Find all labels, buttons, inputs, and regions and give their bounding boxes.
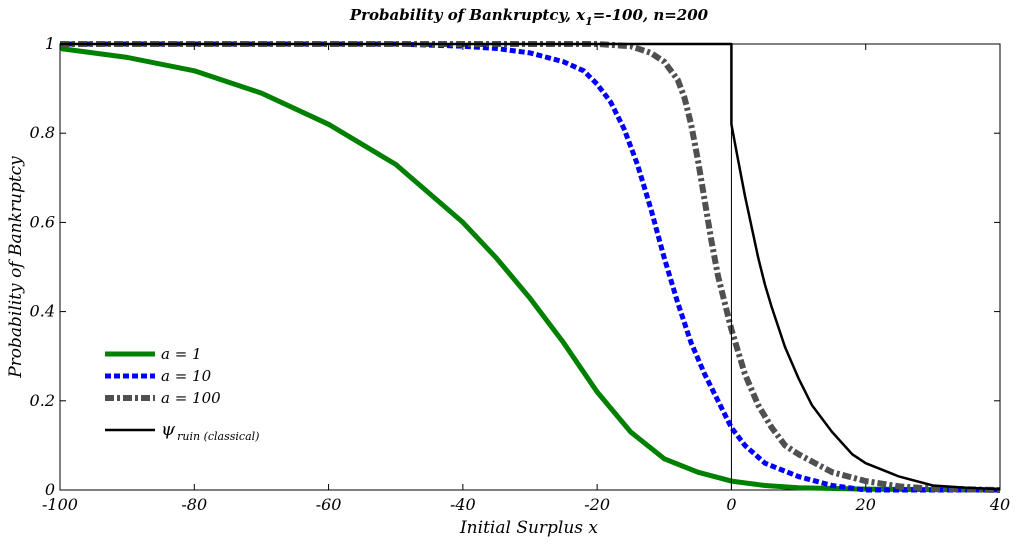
y-tick-label: 1 [45, 34, 55, 53]
legend-label-2: a = 10 [161, 367, 212, 385]
series-line-2 [60, 41, 1000, 493]
series-layer [59, 41, 1001, 493]
y-tick-label: 0.2 [30, 391, 55, 410]
y-tick-label: 0.4 [30, 302, 55, 321]
x-tick-label: -100 [42, 495, 78, 514]
chart-title-rest: =-100, n=200 [593, 6, 709, 24]
x-tick-label: -20 [584, 495, 610, 514]
y-tick-label: 0.6 [30, 212, 55, 231]
legend-label-1: a = 1 [161, 345, 202, 363]
series-line-3 [60, 41, 1001, 493]
plot-frame [59, 43, 1001, 491]
legend-label-3: a = 100 [161, 389, 221, 407]
y-axis-label: Probability of Bankruptcy [6, 156, 26, 379]
plot-area: -100 -80 -60 -40 -20 0 20 40 0 0.2 0.4 0.6 0.8 1 [30, 34, 1011, 514]
x-tick-label: 40 [989, 495, 1010, 514]
x-axis-label: Initial Surplus x [459, 518, 598, 538]
ticks-layer: -100 -80 -60 -40 -20 0 20 40 0 0.2 0.4 0.6 0.8 1 [30, 34, 1011, 514]
x-tick-label: 0 [726, 495, 736, 514]
x-tick-label: 20 [855, 495, 876, 514]
chart-title-subscript: 1 [585, 15, 593, 28]
series-line-4 [60, 42, 1001, 491]
series-line-1 [59, 46, 1001, 493]
chart-title: Probability of Bankruptcy, x1=-100, n=20… [349, 6, 709, 28]
legend-label-4: ψ ruin (classical) [161, 419, 259, 443]
x-tick-label: -80 [181, 495, 207, 514]
chart-title-main: Probability of Bankruptcy, x [349, 6, 586, 24]
legend: a = 1 a = 10 a = 100 ψ ruin (classical) [105, 345, 259, 443]
x-tick-label: -40 [450, 495, 476, 514]
y-tick-label: 0.8 [30, 123, 55, 142]
y-tick-label: 0 [45, 480, 55, 499]
x-tick-label: -60 [316, 495, 342, 514]
